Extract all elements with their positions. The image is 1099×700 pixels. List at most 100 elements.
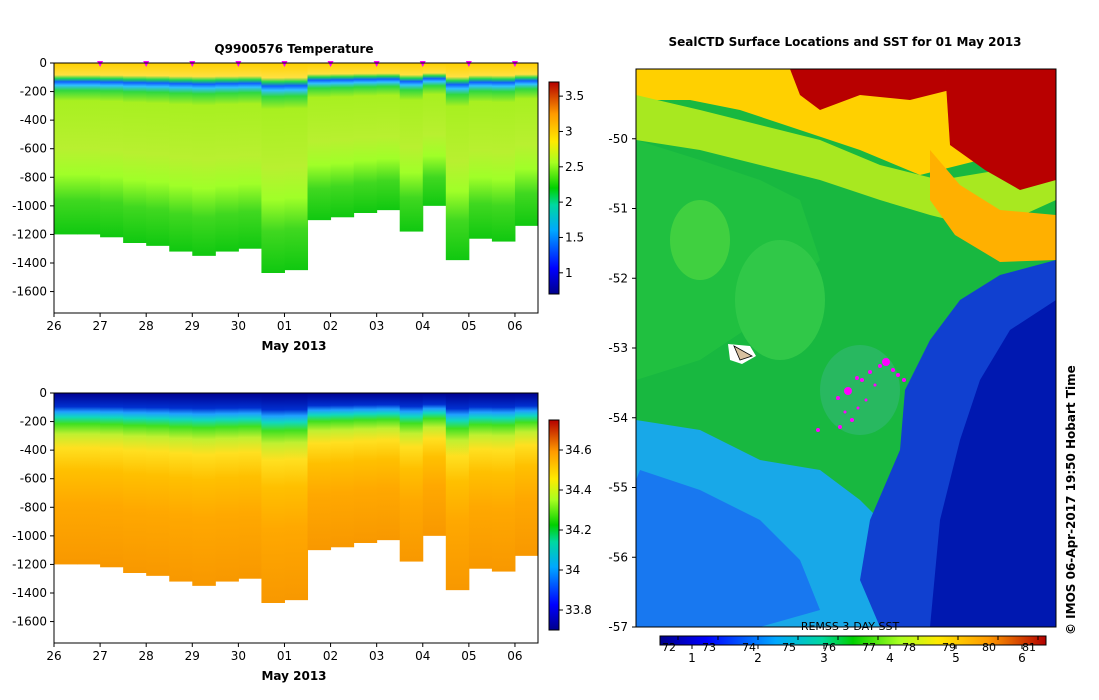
profile-column bbox=[445, 63, 470, 261]
temperature-y-axis: 0 -200 -400 -600 -800 -1000 -1200 -1400 -1600 bbox=[12, 56, 54, 299]
x-tick-label: 30 bbox=[231, 649, 246, 663]
salinity-y-axis: 0 -200 -400 -600 -800 -1000 -1200 -1400 -1600 bbox=[12, 386, 54, 629]
sst-colorbar bbox=[659, 635, 1047, 646]
colorbar-tick-label: 34 bbox=[565, 563, 580, 577]
temperature-x-axis: 26 27 28 29 30 01 02 03 04 05 06 bbox=[46, 313, 523, 333]
profile-column bbox=[169, 393, 193, 582]
temperature-plot-frame bbox=[53, 62, 539, 314]
sst-bottom-tick-label: 3 bbox=[820, 651, 828, 665]
profile-column bbox=[77, 393, 101, 565]
ctd-location-marker bbox=[860, 378, 864, 382]
profile-column bbox=[284, 393, 309, 601]
profile-column bbox=[445, 393, 470, 591]
colorbar-tick-label: 2 bbox=[565, 195, 573, 209]
y-tick-label: -1400 bbox=[12, 256, 47, 270]
profile-column bbox=[54, 393, 78, 565]
profile-column bbox=[330, 393, 355, 548]
profile-column bbox=[146, 393, 170, 576]
ctd-location-marker bbox=[856, 406, 860, 410]
y-tick-label: -400 bbox=[20, 443, 47, 457]
colorbar-tick-label: 34.4 bbox=[565, 483, 592, 497]
x-tick-label: 02 bbox=[323, 319, 338, 333]
y-tick-label: -600 bbox=[20, 472, 47, 486]
imos-watermark: © IMOS 06-Apr-2017 19:50 Hobart Time bbox=[1064, 365, 1078, 635]
profile-column bbox=[307, 63, 332, 221]
x-tick-label: 05 bbox=[461, 319, 476, 333]
profile-column bbox=[376, 393, 401, 541]
temperature-title: Q9900576 Temperature bbox=[214, 42, 373, 56]
sst-bottom-tick-label: 2 bbox=[754, 651, 762, 665]
y-tick-label: -1200 bbox=[12, 557, 47, 571]
x-tick-label: 06 bbox=[507, 649, 522, 663]
x-tick-label: 29 bbox=[185, 319, 200, 333]
map-y-tick-label: -55 bbox=[608, 481, 628, 495]
sst-map-panel: SealCTD Surface Locations and SST for 01… bbox=[608, 35, 1057, 665]
temperature-colorbar bbox=[548, 81, 560, 295]
ctd-location-marker bbox=[878, 364, 882, 368]
profile-column bbox=[399, 393, 424, 562]
salinity-colorbar-ticks: 34.6 34.4 34.2 34 33.8 bbox=[559, 443, 592, 617]
profile-column bbox=[215, 63, 239, 252]
sst-colorbar-top-ticks: 72 73 74 75 76 77 78 79 80 81 bbox=[662, 636, 1039, 654]
profile-column bbox=[238, 393, 262, 579]
sst-top-tick-label: 73 bbox=[702, 641, 716, 654]
ctd-location-marker bbox=[816, 428, 820, 432]
y-tick-label: -200 bbox=[20, 415, 47, 429]
salinity-x-label: May 2013 bbox=[261, 669, 326, 683]
profile-column bbox=[123, 63, 147, 243]
profile-column bbox=[307, 393, 332, 551]
colorbar-tick-label: 33.8 bbox=[565, 603, 592, 617]
y-tick-label: -1000 bbox=[12, 199, 47, 213]
x-tick-label: 28 bbox=[139, 319, 154, 333]
y-tick-label: -1400 bbox=[12, 586, 47, 600]
x-tick-label: 27 bbox=[92, 649, 107, 663]
temperature-field bbox=[54, 63, 538, 273]
profile-column bbox=[422, 393, 447, 536]
profile-column bbox=[192, 63, 216, 256]
profile-column bbox=[353, 63, 378, 213]
sst-top-tick-label: 81 bbox=[1022, 641, 1036, 654]
sst-top-tick-label: 78 bbox=[902, 641, 916, 654]
temperature-x-label: May 2013 bbox=[261, 339, 326, 353]
x-tick-label: 26 bbox=[46, 319, 61, 333]
sst-top-tick-label: 72 bbox=[662, 641, 676, 654]
x-tick-label: 28 bbox=[139, 649, 154, 663]
map-y-tick-label: -54 bbox=[608, 411, 628, 425]
profile-column bbox=[169, 63, 193, 252]
map-y-tick-label: -57 bbox=[608, 620, 628, 634]
profile-column bbox=[491, 63, 516, 242]
ctd-location-marker bbox=[873, 383, 877, 387]
profile-column bbox=[100, 63, 124, 238]
y-tick-label: -1600 bbox=[12, 615, 47, 629]
colorbar-tick-label: 1.5 bbox=[565, 230, 584, 244]
y-tick-label: -1200 bbox=[12, 227, 47, 241]
map-y-tick-label: -52 bbox=[608, 271, 628, 285]
ctd-location-marker bbox=[896, 373, 900, 377]
colorbar-tick-label: 2.5 bbox=[565, 160, 584, 174]
y-tick-label: -1000 bbox=[12, 529, 47, 543]
colorbar-tick-label: 1 bbox=[565, 266, 573, 280]
profile-column bbox=[238, 63, 262, 249]
x-tick-label: 26 bbox=[46, 649, 61, 663]
profile-column bbox=[261, 63, 285, 273]
colorbar-tick-label: 34.6 bbox=[565, 443, 592, 457]
ctd-location-marker bbox=[864, 398, 868, 402]
y-tick-label: -1600 bbox=[12, 285, 47, 299]
profile-column bbox=[468, 63, 493, 239]
salinity-panel: 0 -200 -400 -600 -800 -1000 -1200 -1400 -1600 26… bbox=[12, 386, 592, 683]
sealctd-locations bbox=[816, 358, 906, 432]
sst-colorbar-bottom-ticks: 1 2 3 4 5 6 bbox=[688, 645, 1026, 665]
x-tick-label: 03 bbox=[369, 319, 384, 333]
colorbar-tick-label: 3.5 bbox=[565, 89, 584, 103]
y-tick-label: -800 bbox=[20, 500, 47, 514]
ctd-location-marker bbox=[836, 396, 840, 400]
sst-top-tick-label: 76 bbox=[822, 641, 836, 654]
x-tick-label: 04 bbox=[415, 319, 430, 333]
sst-bottom-tick-label: 5 bbox=[952, 651, 960, 665]
sst-bottom-tick-label: 4 bbox=[886, 651, 894, 665]
y-tick-label: -200 bbox=[20, 85, 47, 99]
profile-column bbox=[491, 393, 516, 572]
x-tick-label: 04 bbox=[415, 649, 430, 663]
profile-column bbox=[330, 63, 355, 218]
sst-colorbar-caption: REMSS 3-DAY SST bbox=[801, 620, 900, 633]
